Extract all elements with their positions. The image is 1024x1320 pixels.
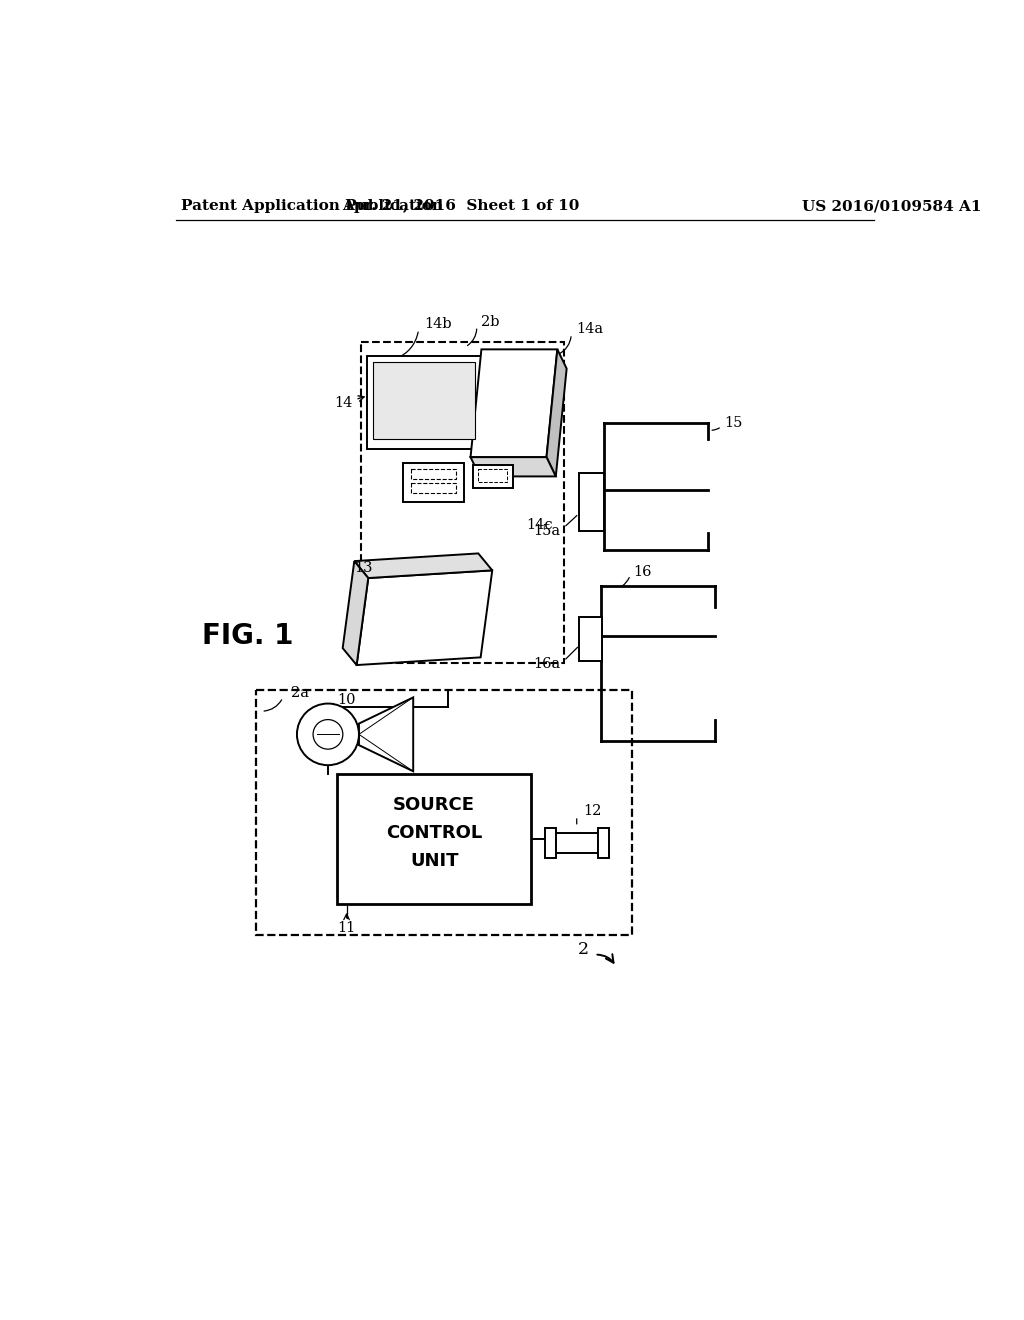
Text: 16a: 16a	[534, 657, 560, 672]
Text: 10: 10	[337, 693, 355, 706]
Text: 14c: 14c	[526, 517, 553, 532]
Text: SOURCE: SOURCE	[393, 796, 475, 814]
Bar	[477, 470, 507, 482]
Polygon shape	[471, 457, 556, 477]
Polygon shape	[356, 570, 493, 665]
Circle shape	[297, 704, 359, 766]
Bar	[473, 465, 513, 488]
Text: 15a: 15a	[534, 524, 560, 539]
Text: FIG. 1: FIG. 1	[203, 622, 294, 649]
Bar	[579, 616, 602, 661]
Bar	[373, 362, 475, 438]
Bar	[545, 829, 556, 858]
Text: 2b: 2b	[480, 314, 499, 329]
Bar	[411, 470, 456, 479]
Bar	[579, 474, 604, 531]
Text: 16: 16	[633, 565, 652, 579]
Text: 14b: 14b	[424, 317, 452, 331]
Bar	[360, 342, 563, 663]
Text: 2a: 2a	[291, 686, 309, 700]
Bar	[598, 829, 609, 858]
Polygon shape	[547, 350, 566, 477]
Polygon shape	[359, 697, 414, 771]
Text: 11: 11	[338, 921, 355, 936]
Text: 13: 13	[354, 561, 373, 576]
Text: 15: 15	[725, 416, 743, 430]
Polygon shape	[471, 350, 557, 457]
Bar	[411, 483, 456, 492]
Bar	[337, 775, 531, 904]
Text: 12: 12	[583, 804, 601, 818]
Text: Apr. 21, 2016  Sheet 1 of 10: Apr. 21, 2016 Sheet 1 of 10	[343, 199, 580, 213]
Text: CONTROL: CONTROL	[386, 824, 482, 842]
Text: US 2016/0109584 A1: US 2016/0109584 A1	[802, 199, 982, 213]
Text: 14a: 14a	[575, 322, 603, 335]
Text: 2: 2	[578, 941, 589, 958]
Text: 14: 14	[334, 396, 365, 411]
Text: UNIT: UNIT	[410, 851, 459, 870]
Polygon shape	[343, 561, 369, 665]
Bar	[556, 833, 598, 853]
Bar	[403, 463, 464, 502]
Bar	[256, 689, 632, 935]
Text: Patent Application Publication: Patent Application Publication	[180, 199, 442, 213]
Polygon shape	[354, 553, 493, 578]
Bar	[367, 355, 481, 449]
